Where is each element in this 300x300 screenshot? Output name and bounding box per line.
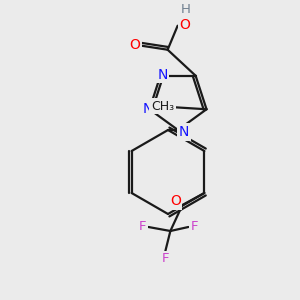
Text: O: O bbox=[170, 194, 181, 208]
Text: H: H bbox=[181, 3, 190, 16]
Text: F: F bbox=[139, 220, 146, 233]
Text: F: F bbox=[162, 253, 169, 266]
Text: N: N bbox=[157, 68, 168, 82]
Text: N: N bbox=[179, 125, 189, 139]
Text: F: F bbox=[190, 220, 198, 233]
Text: O: O bbox=[129, 38, 140, 52]
Text: CH₃: CH₃ bbox=[151, 100, 174, 113]
Text: N: N bbox=[142, 102, 153, 116]
Text: O: O bbox=[179, 18, 190, 32]
